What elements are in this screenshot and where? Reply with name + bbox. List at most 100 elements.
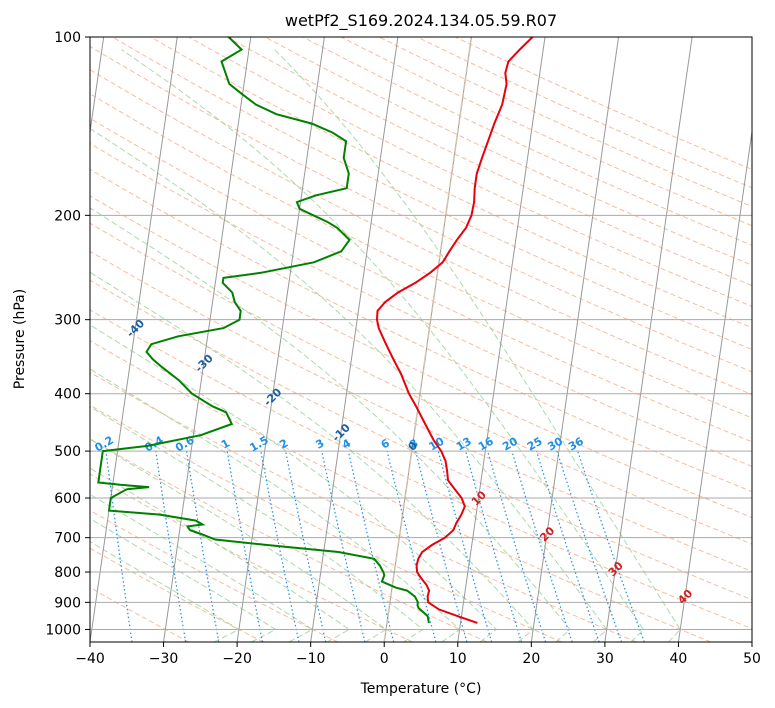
dry-adiabat-label: -30: [193, 351, 216, 374]
moist-adiabat-line: [90, 368, 461, 642]
x-tick-label: −20: [222, 651, 252, 667]
moist-adiabat-line: [90, 493, 314, 642]
mixing-ratio-line: [535, 450, 600, 642]
mixing-ratio-line: [186, 451, 220, 642]
dry-adiabat-line: [90, 371, 637, 642]
dry-adiabat-line: [90, 117, 752, 443]
y-tick-label: 200: [54, 208, 81, 224]
mixing-ratio-line: [260, 450, 300, 642]
background-lines: [90, 37, 752, 642]
isotherm-line: [236, 37, 325, 642]
moist-adiabat-line: [90, 405, 424, 642]
freezing-isotherm-line: [383, 37, 473, 642]
moist-adiabat-line: [90, 541, 240, 642]
moist-adiabat-line: [90, 127, 608, 642]
y-axis-ticks: 100 200 300 400 500 600 700 800 900 1000: [45, 30, 90, 638]
mixing-ratio-line: [321, 450, 366, 642]
y-tick-label: 700: [54, 531, 81, 547]
mixing-ratio-line: [347, 450, 395, 642]
x-axis-ticks: −40 −30 −20 −10 0 10 20 30 40 50: [75, 642, 761, 667]
mixing-ratio-line: [386, 450, 437, 642]
dry-adiabat-label: 10: [469, 488, 489, 508]
dry-adiabat-label: 30: [606, 559, 626, 579]
dry-adiabat-line: [90, 142, 752, 467]
dry-adiabat-line: [90, 509, 339, 642]
plot-frame: [89, 36, 753, 643]
dry-adiabat-line: [90, 473, 413, 642]
dry-adiabat-line: [90, 93, 752, 419]
y-tick-label: 500: [54, 444, 81, 460]
isotherm-line: [530, 37, 620, 642]
isotherm-line: [310, 37, 399, 642]
dry-adiabat-line: [188, 37, 752, 307]
x-tick-label: 10: [449, 651, 467, 667]
y-tick-label: 100: [54, 30, 81, 46]
mixing-ratio-line: [105, 451, 133, 642]
x-tick-label: −30: [149, 651, 179, 667]
dry-adiabat-line: [90, 279, 752, 601]
moist-adiabat-line: [121, 49, 645, 642]
dry-adiabat-line: [378, 37, 752, 208]
isotherm-line: [751, 638, 752, 642]
dry-adiabat-line: [150, 37, 752, 329]
isotherm-line: [90, 37, 178, 642]
dry-adiabat-line: [90, 222, 752, 545]
x-tick-label: 30: [596, 651, 614, 667]
isotherm-line: [677, 128, 752, 642]
chart-title: wetPf2_S169.2024.134.05.59.R07: [285, 11, 557, 31]
isotherm-line: [457, 37, 546, 642]
moist-adiabat-line: [90, 518, 277, 642]
dry-adiabat-label: -60: [0, 234, 12, 257]
dry-adiabat-line: [90, 250, 752, 573]
y-tick-label: 300: [54, 313, 81, 329]
dry-adiabat-line: [340, 37, 752, 227]
x-tick-label: −40: [75, 651, 105, 667]
x-tick-label: −10: [296, 651, 326, 667]
x-tick-label: 0: [380, 651, 389, 667]
y-tick-label: 900: [54, 595, 81, 611]
profile-lines: [97, 37, 534, 624]
dry-adiabat-line: [90, 195, 752, 519]
dry-adiabat-line: [90, 168, 752, 493]
mixing-ratio-line: [437, 450, 493, 642]
x-tick-label: 20: [522, 651, 540, 667]
dry-adiabat-line: [226, 37, 752, 287]
dry-adiabat-line: [112, 37, 752, 351]
dry-adiabat-line: [417, 37, 752, 189]
dry-adiabat-label: -50: [56, 276, 79, 299]
mixing-ratio-line: [577, 450, 645, 642]
mixing-ratio-line: [226, 450, 264, 642]
y-tick-label: 800: [54, 565, 81, 581]
mixing-ratio-line: [415, 450, 468, 642]
moist-adiabat-line: [274, 49, 681, 642]
dry-adiabat-line: [90, 586, 189, 642]
moist-adiabat-line: [90, 271, 534, 642]
y-tick-label: 1000: [45, 622, 81, 638]
dry-adiabat-line: [302, 37, 752, 246]
mixing-ratio-label: 6: [379, 436, 392, 451]
mixing-ratio-label: 1: [219, 437, 232, 452]
x-tick-label: 50: [743, 651, 761, 667]
dry-adiabat-line: [90, 309, 752, 630]
isotherm-line: [163, 37, 252, 642]
dry-adiabat-line: [90, 438, 488, 642]
moist-adiabat-line: [90, 438, 387, 642]
mixing-ratio-line: [285, 450, 327, 642]
mixing-ratio-line: [511, 450, 573, 642]
mixing-ratio-line: [155, 451, 187, 642]
dry-adiabat-line: [90, 45, 752, 373]
moist-adiabat-line: [90, 467, 351, 642]
temperature-line: [375, 37, 534, 624]
y-tick-label: 600: [54, 491, 81, 507]
y-tick-label: 400: [54, 387, 81, 403]
y-axis-label: Pressure (hPa): [12, 289, 28, 389]
mixing-ratio-line: [487, 450, 547, 642]
isotherm-line: [90, 37, 105, 136]
mixing-ratio-line: [556, 450, 623, 642]
dry-adiabat-line: [264, 37, 752, 266]
dewpoint-line: [97, 37, 430, 624]
isotherm-line: [604, 37, 693, 642]
mixing-ratio-label: 3: [313, 437, 326, 452]
